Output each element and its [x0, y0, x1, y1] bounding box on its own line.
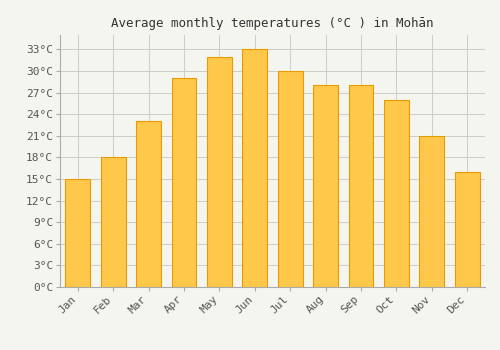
Bar — [207, 57, 232, 287]
Bar — [136, 121, 161, 287]
Bar — [348, 85, 374, 287]
Bar — [313, 85, 338, 287]
Bar — [420, 136, 444, 287]
Bar — [384, 100, 409, 287]
Bar — [278, 71, 302, 287]
Title: Average monthly temperatures (°C ) in Mohān: Average monthly temperatures (°C ) in Mo… — [111, 17, 434, 30]
Bar — [66, 179, 90, 287]
Bar — [242, 49, 267, 287]
Bar — [100, 158, 126, 287]
Bar — [172, 78, 196, 287]
Bar — [455, 172, 479, 287]
